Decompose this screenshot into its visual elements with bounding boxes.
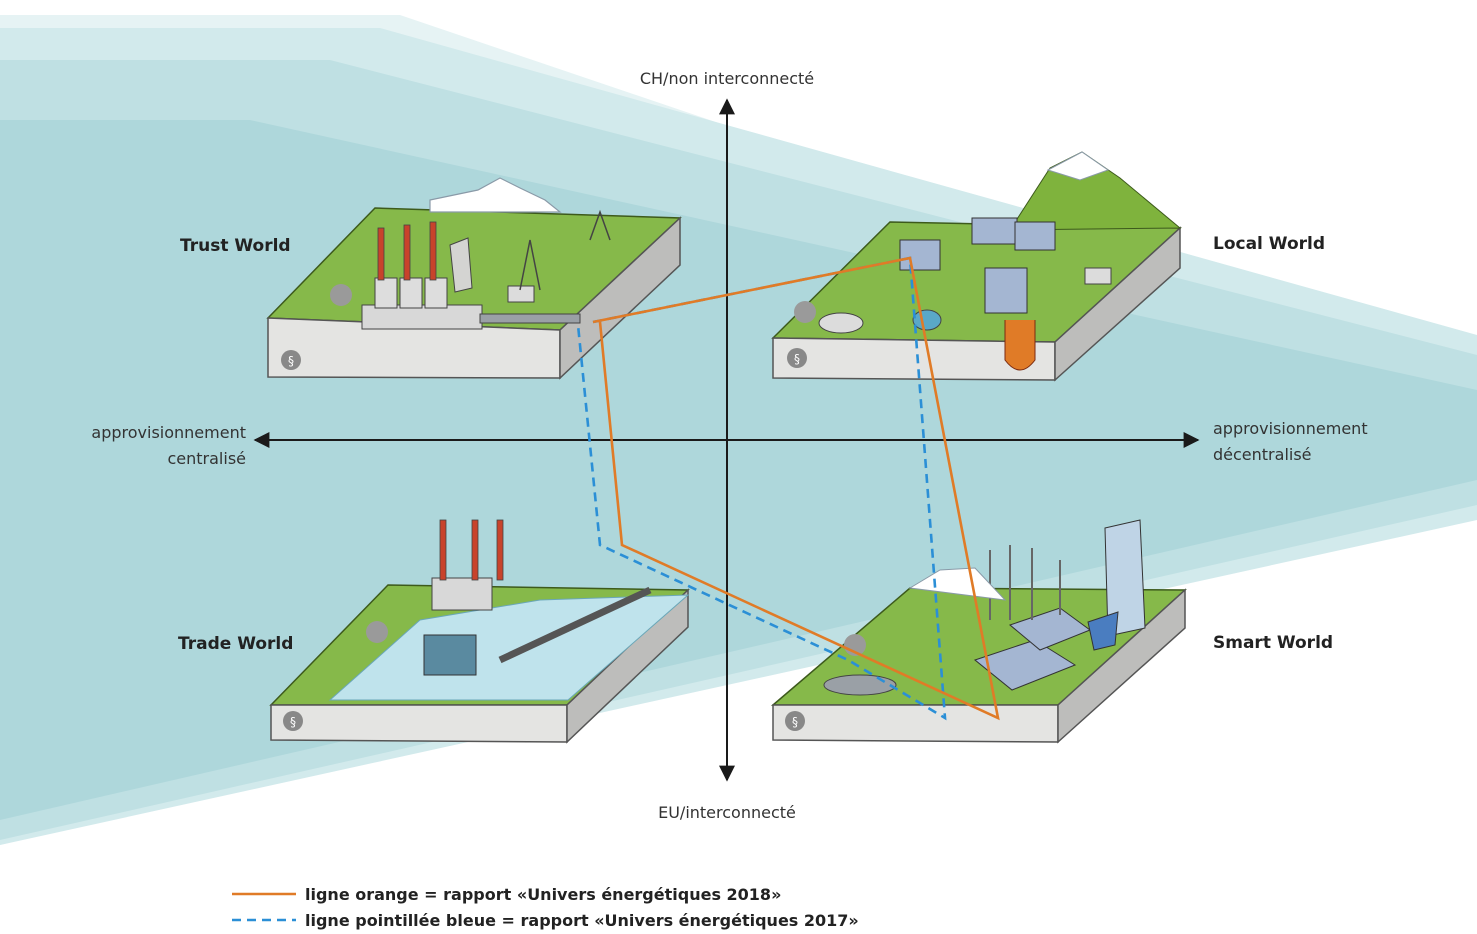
svg-text:§: §: [792, 715, 798, 729]
trust-world-island: §: [266, 177, 682, 380]
axis-label-top: CH/non interconnecté: [640, 69, 814, 88]
label-trade-world: Trade World: [178, 634, 293, 654]
legend: ligne orange = rapport «Univers énergéti…: [232, 885, 859, 930]
smart-world-island: §: [770, 519, 1187, 744]
axis-label-left-line2: centralisé: [167, 449, 246, 468]
axis-label-right-line2: décentralisé: [1213, 445, 1312, 464]
local-world-island: §: [771, 151, 1182, 382]
legend-blue-text: ligne pointillée bleue = rapport «Univer…: [305, 911, 859, 930]
svg-text:§: §: [288, 354, 294, 368]
label-local-world: Local World: [1213, 234, 1325, 254]
orange-line-2018: [592, 256, 1000, 721]
blue-dashed-line-2017: [576, 256, 947, 721]
axis-label-right-line1: approvisionnement: [1213, 419, 1368, 438]
svg-text:§: §: [290, 715, 296, 729]
trade-world-island: §: [269, 519, 690, 744]
legend-orange-text: ligne orange = rapport «Univers énergéti…: [305, 885, 781, 904]
svg-text:§: §: [794, 352, 800, 366]
axis-label-left-line1: approvisionnement: [91, 423, 246, 442]
axis-label-bottom: EU/interconnecté: [658, 803, 796, 822]
label-smart-world: Smart World: [1213, 633, 1333, 653]
label-trust-world: Trust World: [180, 236, 291, 256]
